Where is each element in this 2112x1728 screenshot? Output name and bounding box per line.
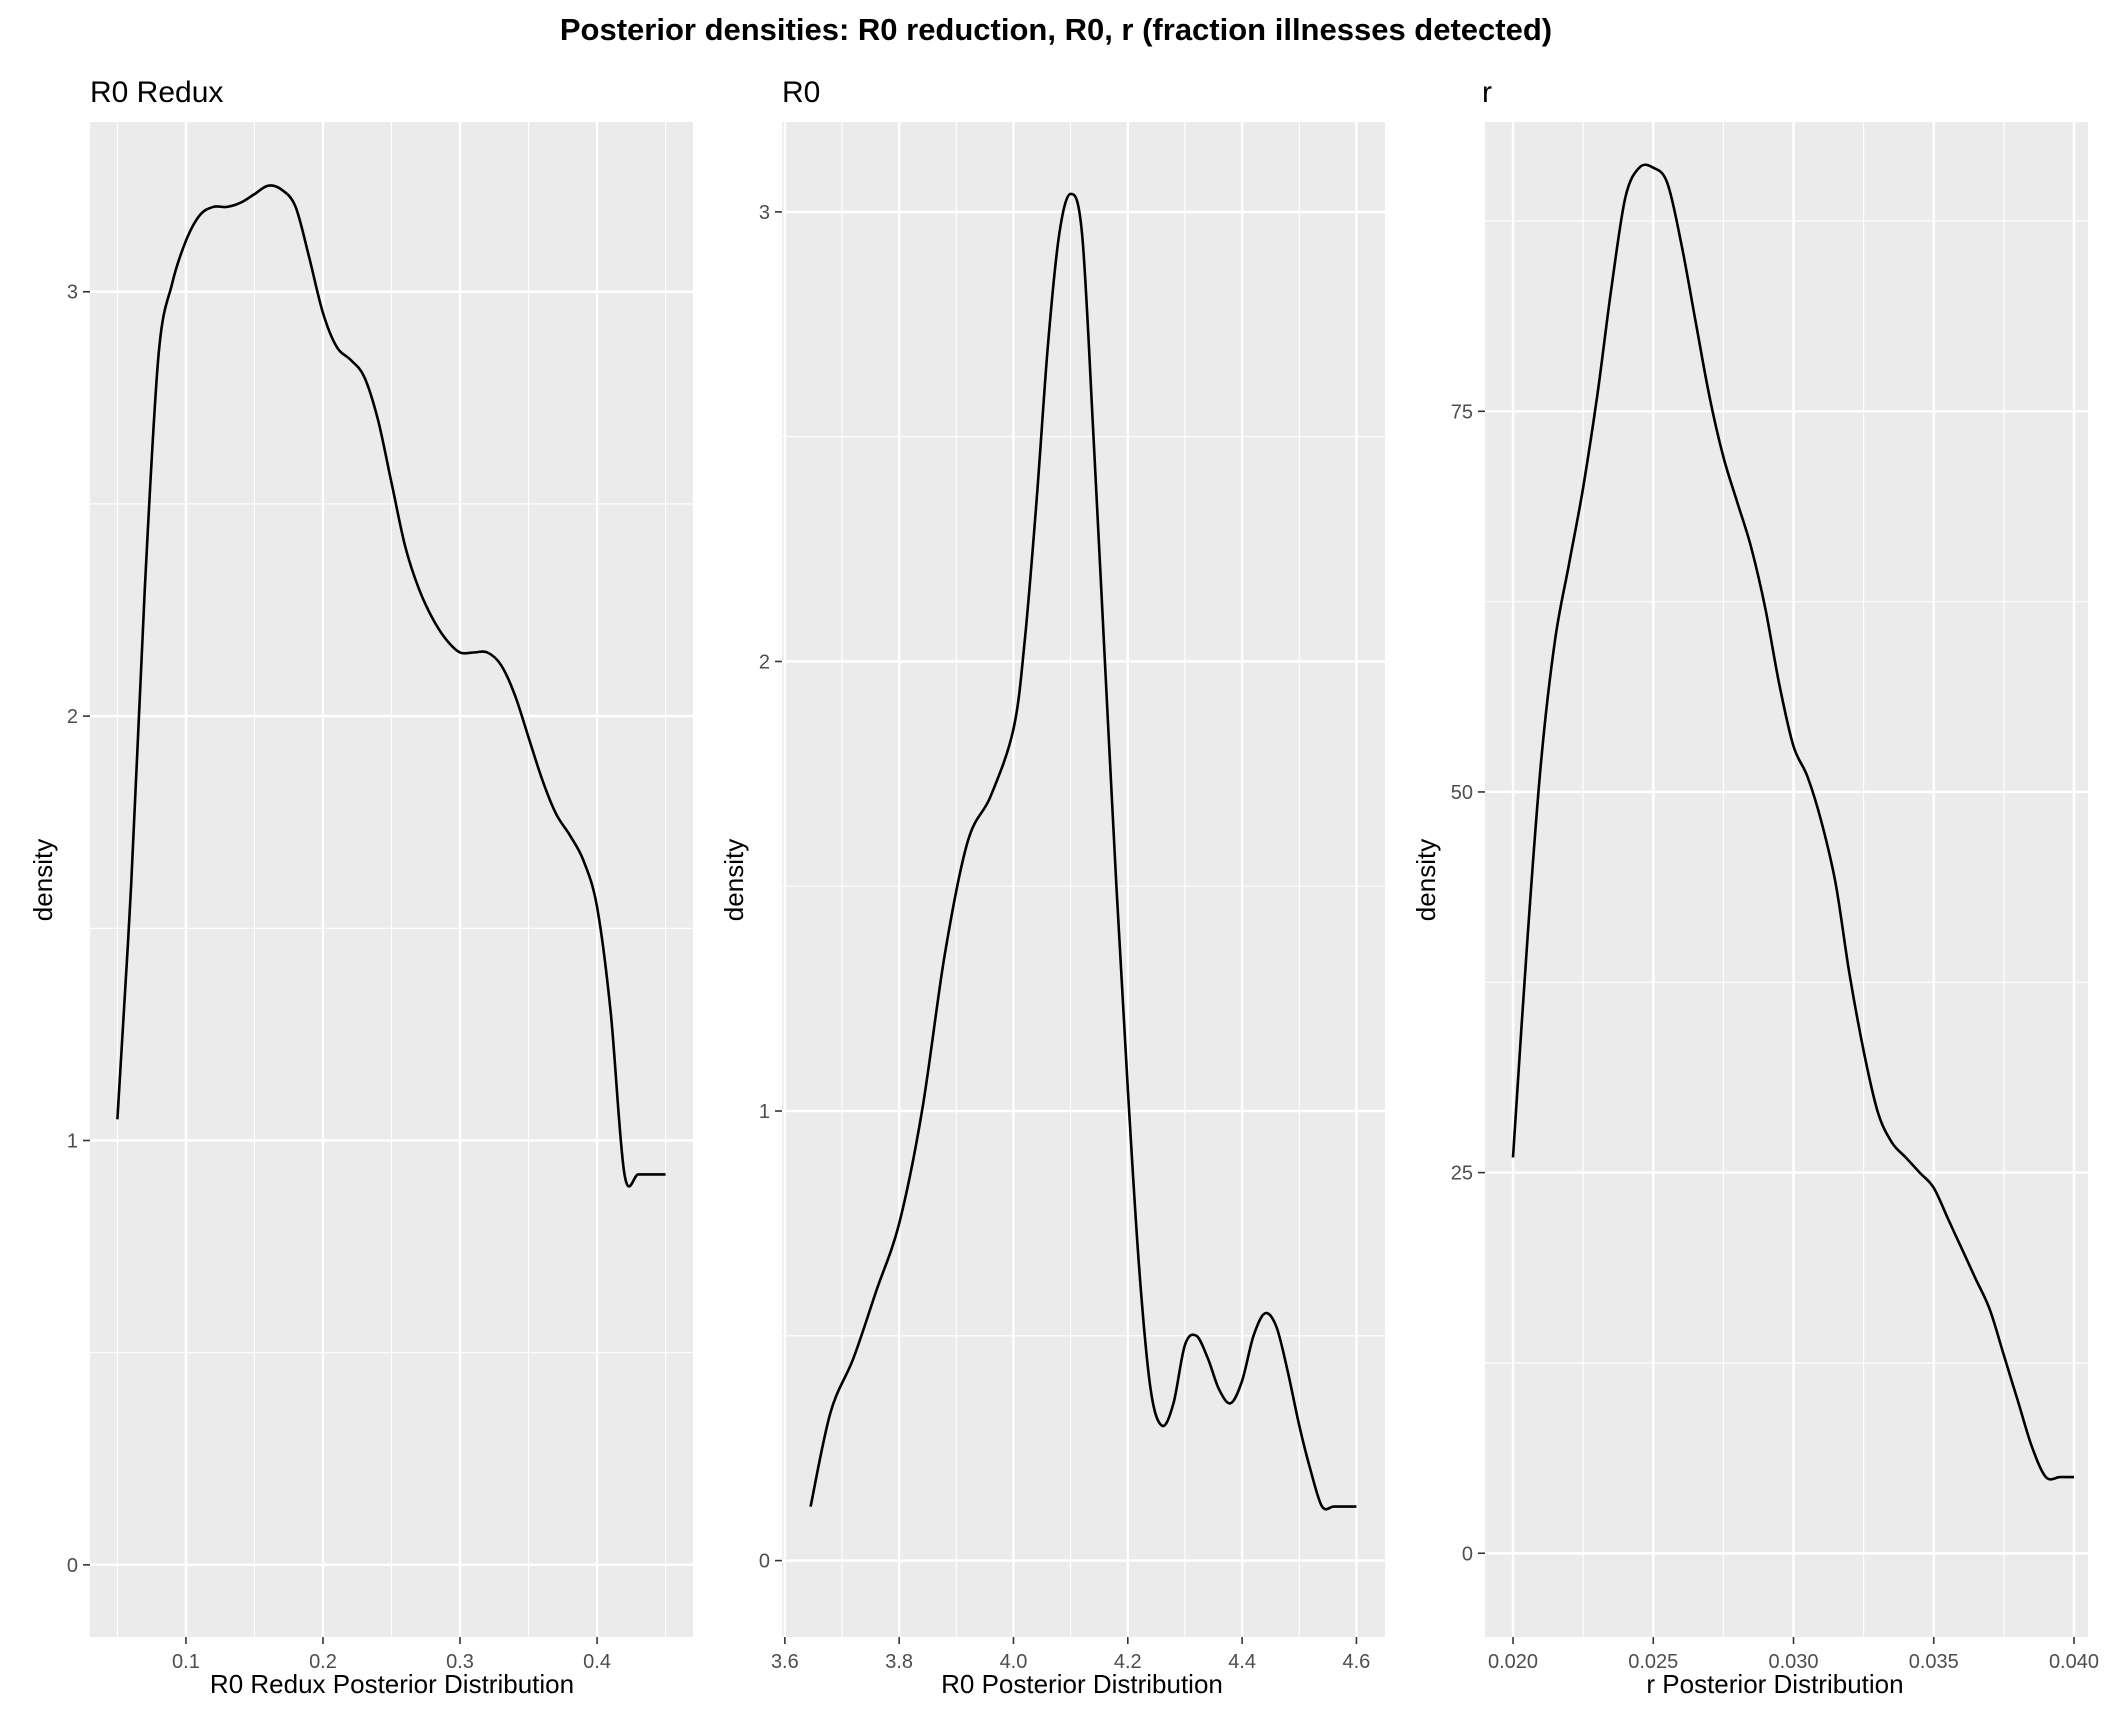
y-tick-label: 1 — [67, 1130, 78, 1152]
y-tick-label: 75 — [1451, 401, 1473, 423]
y-tick-label: 25 — [1451, 1163, 1473, 1185]
y-tick-label: 0 — [67, 1555, 78, 1577]
x-tick-label: 0.1 — [172, 1651, 200, 1673]
panel-title-r0: R0 — [782, 76, 820, 109]
plot-area-r: 0.020 0.025 0.030 0.035 0.040 0 25 50 75 — [1451, 122, 2099, 1673]
x-tick-label: 4.6 — [1343, 1651, 1371, 1673]
x-tick-label: 4.4 — [1228, 1651, 1256, 1673]
plot-area-r0-redux: 0.1 0.2 0.3 0.4 0 1 2 3 — [67, 122, 693, 1673]
panel-title-r0-redux: R0 Redux — [90, 76, 223, 109]
y-tick-label: 3 — [759, 202, 770, 224]
density-curve — [809, 192, 1357, 1511]
y-tick-label: 0 — [1462, 1543, 1473, 1565]
y-tick-label: 2 — [759, 651, 770, 673]
density-curve — [116, 184, 666, 1188]
x-tick-label: 0.035 — [1909, 1651, 1959, 1673]
x-tick-label: 0.4 — [583, 1651, 611, 1673]
x-tick-label: 3.8 — [885, 1651, 913, 1673]
y-axis-label-r0-redux: density — [28, 839, 58, 921]
x-axis-label-r0: R0 Posterior Distribution — [941, 1669, 1223, 1699]
y-tick-label: 3 — [67, 282, 78, 304]
x-tick-label: 0.020 — [1488, 1651, 1538, 1673]
panel-r: r 0.020 0.025 0.030 0.035 0.040 0 25 50 75 r Pos… — [1411, 76, 2099, 1699]
x-tick-label: 0.3 — [446, 1651, 474, 1673]
plot-area-r0: 3.6 3.8 4.0 4.2 4.4 4.6 0 1 2 3 — [759, 122, 1385, 1673]
x-tick-label: 0.025 — [1628, 1651, 1678, 1673]
y-tick-label: 0 — [759, 1551, 770, 1573]
y-axis-label-r0: density — [719, 839, 749, 921]
x-tick-label: 0.2 — [309, 1651, 337, 1673]
y-tick-label: 2 — [67, 706, 78, 728]
x-tick-label: 4.0 — [1000, 1651, 1028, 1673]
density-curve — [1511, 163, 2074, 1481]
y-tick-label: 1 — [759, 1101, 770, 1123]
y-axis-label-r: density — [1411, 839, 1441, 921]
x-tick-label: 0.030 — [1768, 1651, 1818, 1673]
x-axis-label-r0-redux: R0 Redux Posterior Distribution — [210, 1669, 574, 1699]
x-tick-label: 0.040 — [2049, 1651, 2099, 1673]
panel-r0: R0 3.6 3.8 4.0 4.2 4.4 4.6 0 1 2 3 R0 Posterior D… — [719, 76, 1385, 1699]
x-axis-label-r: r Posterior Distribution — [1646, 1669, 1903, 1699]
y-tick-label: 50 — [1451, 782, 1473, 804]
x-tick-label: 4.2 — [1114, 1651, 1142, 1673]
panel-background — [782, 122, 1385, 1637]
panel-background — [1485, 122, 2088, 1637]
figure-title: Posterior densities: R0 reduction, R0, r… — [560, 12, 1552, 47]
x-tick-label: 3.6 — [771, 1651, 799, 1673]
panel-title-r: r — [1482, 76, 1492, 109]
panel-r0-redux: R0 Redux 0.1 0.2 0.3 0.4 0 1 2 3 R0 Redux Poste… — [28, 76, 693, 1699]
